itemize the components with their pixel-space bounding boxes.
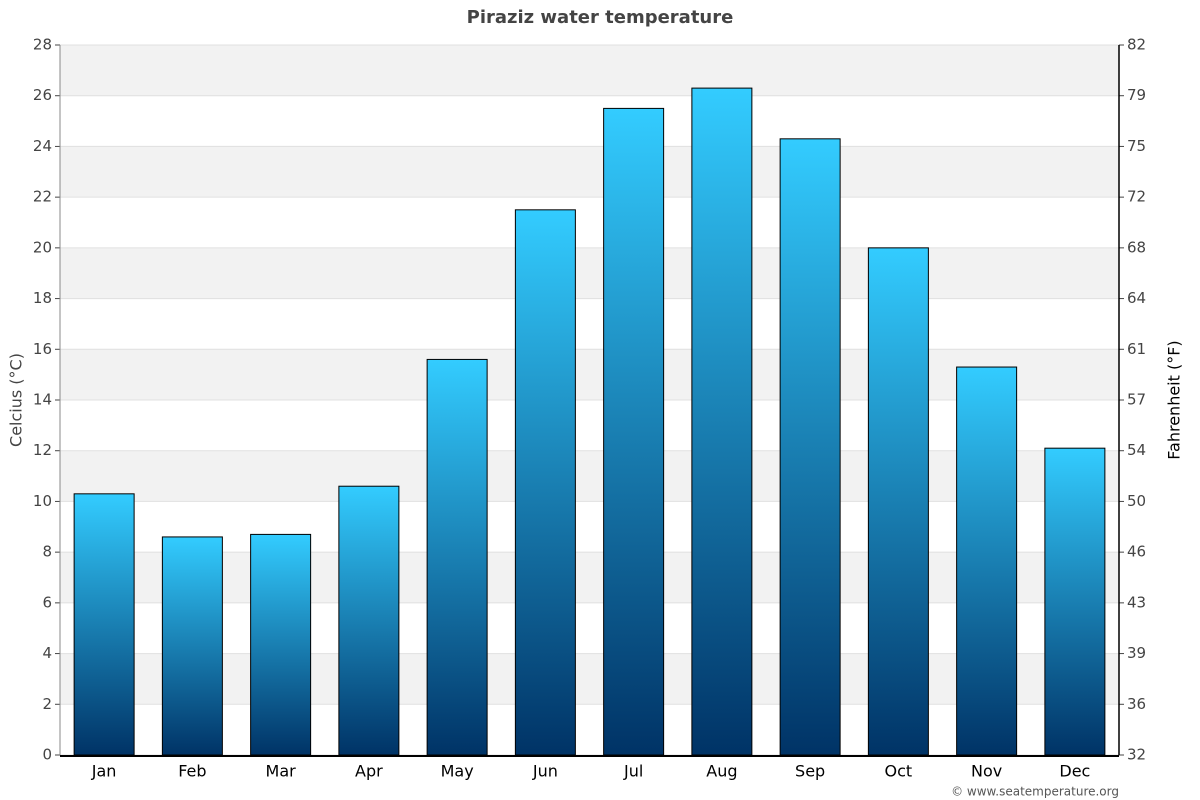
y-tick-label: 14 [33, 391, 52, 409]
y2-tick-label: 36 [1127, 695, 1146, 713]
y2-tick-label: 82 [1127, 36, 1146, 54]
bar [603, 107, 665, 756]
grid-band [60, 450, 1119, 502]
y-axis-label: Celcius (°C) [7, 353, 26, 447]
x-tick-label: May [441, 762, 474, 781]
x-tick-label: Apr [355, 762, 383, 781]
bar [779, 138, 841, 756]
x-tick-label: Nov [971, 762, 1002, 781]
y2-tick-label: 57 [1127, 391, 1146, 409]
y-tick-label: 8 [42, 543, 52, 561]
x-tick-label: Sep [795, 762, 825, 781]
y2-tick-label: 61 [1127, 340, 1146, 358]
y-tick-label: 0 [42, 746, 52, 764]
y2-axis-label: Fahrenheit (°F) [1165, 340, 1184, 459]
grid-band [60, 247, 1119, 299]
y2-tick-label: 39 [1127, 644, 1146, 662]
y-tick-label: 6 [42, 593, 52, 611]
x-tick-label: Feb [178, 762, 206, 781]
bar [956, 366, 1018, 756]
bar [73, 493, 135, 756]
y2-tick-label: 46 [1127, 543, 1146, 561]
bar [161, 536, 223, 756]
x-tick-label: Jun [532, 762, 558, 781]
y2-tick-label: 64 [1127, 289, 1146, 307]
bar [691, 87, 753, 756]
credit: © www.seatemperature.org [951, 785, 1119, 799]
grid-band [60, 146, 1119, 198]
chart-title: Piraziz water temperature [467, 7, 734, 28]
y2-tick-label: 50 [1127, 492, 1146, 510]
y-tick-label: 4 [42, 644, 52, 662]
y2-tick-label: 68 [1127, 238, 1146, 256]
x-tick-label: Jul [623, 762, 643, 781]
grid-band [60, 552, 1119, 603]
x-tick-label: Aug [706, 762, 737, 781]
x-tick-label: Oct [885, 762, 913, 781]
y2-tick-label: 32 [1127, 746, 1146, 764]
x-tick-label: Dec [1059, 762, 1090, 781]
y-tick-label: 16 [33, 340, 52, 358]
y2-tick-label: 75 [1127, 137, 1146, 155]
y-tick-label: 28 [33, 36, 52, 54]
x-tick-label: Mar [266, 762, 297, 781]
y-tick-label: 10 [33, 492, 52, 510]
y-tick-label: 20 [33, 238, 52, 256]
y-tick-label: 24 [33, 137, 52, 155]
bar [867, 247, 929, 756]
bar [426, 358, 488, 756]
y-tick-label: 18 [33, 289, 52, 307]
y2-tick-label: 43 [1127, 593, 1146, 611]
grid-band [60, 653, 1119, 705]
bar [1044, 447, 1106, 756]
y-tick-label: 12 [33, 441, 52, 459]
y-tick-label: 22 [33, 188, 52, 206]
bar [250, 533, 312, 756]
bar [514, 209, 576, 756]
y2-tick-label: 54 [1127, 441, 1146, 459]
y-tick-label: 26 [33, 86, 52, 104]
grid-band [60, 45, 1119, 96]
grid-band [60, 349, 1119, 400]
y-tick-label: 2 [42, 695, 52, 713]
y2-tick-label: 79 [1127, 86, 1146, 104]
bar [338, 485, 400, 756]
x-tick-label: Jan [91, 762, 117, 781]
y2-tick-label: 72 [1127, 188, 1146, 206]
